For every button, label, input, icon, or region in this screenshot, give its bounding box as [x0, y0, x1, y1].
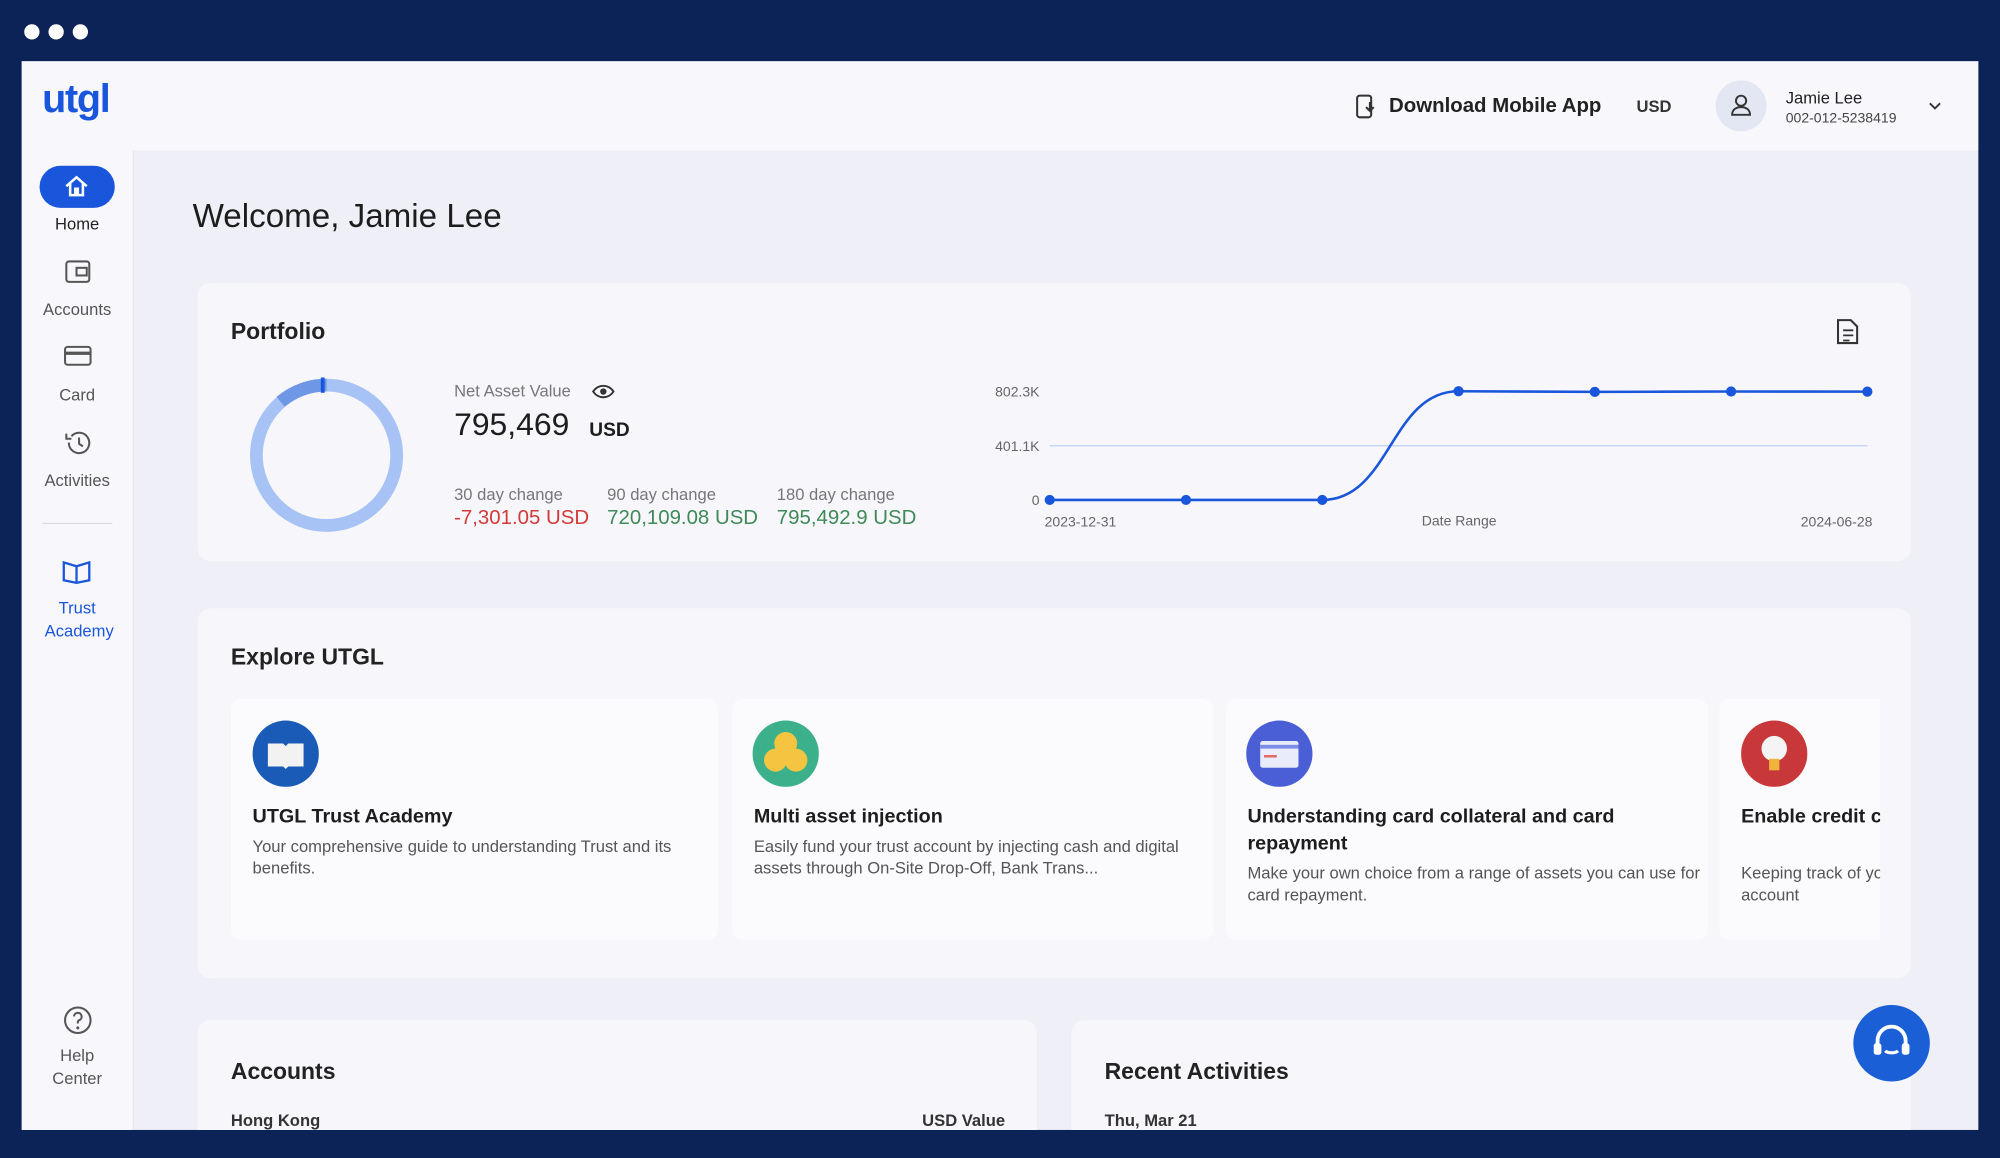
download-icon: [1356, 94, 1375, 119]
nav-chart: Date Range 0 401.1K 802.3K 2023-12-31 2024-0…: [995, 384, 1873, 530]
eye-icon[interactable]: [591, 383, 615, 401]
explore-item[interactable]: Multi asset injection Easily fund your t…: [732, 698, 1214, 940]
portfolio-card: Portfolio Net Asset Value 795,469 USD 30…: [197, 283, 1911, 562]
x-axis-label: Date Range: [1422, 512, 1497, 528]
y-tick-label: 802.3K: [995, 384, 1040, 400]
nav-home[interactable]: Home: [55, 214, 100, 234]
item-desc: Make your own choice from a range of ass…: [1247, 863, 1700, 905]
portfolio-title: Portfolio: [230, 318, 326, 345]
welcome: Welcome, Jamie Lee: [192, 196, 502, 235]
point: [1044, 494, 1055, 506]
currency[interactable]: USD: [1636, 96, 1672, 117]
accounts-icon: [65, 260, 91, 283]
window-dot: [24, 24, 40, 40]
help-center[interactable]: Help Center: [52, 1045, 103, 1088]
item-desc: Easily fund your trust account by inject…: [753, 836, 1179, 878]
divider: [42, 522, 113, 525]
home-icon: [65, 175, 88, 197]
item-title: Understanding card collateral and card r…: [1247, 806, 1615, 855]
change-label: 30 day change: [454, 484, 563, 504]
explore-item[interactable]: UTGL Trust Academy Your comprehensive gu…: [230, 698, 719, 940]
accounts-title: Accounts: [230, 1058, 336, 1085]
activity-date: Thu, Mar 21: [1104, 1110, 1197, 1130]
download-app[interactable]: Download Mobile App: [1389, 95, 1602, 118]
window-dot: [72, 24, 89, 40]
nav-trust-academy[interactable]: Trust Academy: [44, 598, 114, 641]
academy-icon: [62, 560, 91, 584]
app-window: utgl Download Mobile App USD Jamie Lee 0…: [21, 61, 1979, 1130]
change-value: 795,492.9 USD: [776, 507, 917, 530]
user-id: 002-012-5238419: [1785, 110, 1897, 127]
item-icon: [1741, 720, 1808, 787]
nav-value: 795,469: [454, 406, 570, 443]
item-icon: [752, 720, 819, 787]
item-title: UTGL Trust Academy: [252, 806, 453, 828]
home-pill[interactable]: [39, 165, 115, 208]
explore-title: Explore UTGL: [230, 644, 384, 670]
accounts-card: Accounts Hong Kong USD Value: [197, 1020, 1037, 1130]
logo[interactable]: utgl: [42, 76, 111, 122]
change-label: 90 day change: [607, 484, 716, 504]
nav-unit: USD: [589, 419, 630, 442]
item-icon: [1246, 720, 1313, 787]
y-tick-label: 401.1K: [995, 438, 1040, 454]
point: [1589, 386, 1600, 398]
nav-accounts[interactable]: Accounts: [43, 299, 112, 319]
recent-title: Recent Activities: [1104, 1058, 1289, 1085]
explore-item[interactable]: Enable credit card security Keeping trac…: [1719, 698, 1881, 940]
explore-carousel: UTGL Trust Academy Your comprehensive gu…: [230, 698, 1881, 940]
region: Hong Kong: [230, 1110, 321, 1130]
avatar-icon: [1731, 94, 1751, 116]
activities-icon: [65, 431, 91, 455]
explore-item[interactable]: Understanding card collateral and card r…: [1225, 698, 1708, 940]
change-value: 720,109.08 USD: [607, 507, 759, 530]
nav-label: Net Asset Value: [454, 381, 571, 401]
user-name: Jamie Lee: [1785, 87, 1863, 108]
recent-card: Recent Activities Thu, Mar 21: [1071, 1020, 1911, 1130]
item-title: Enable credit card security: [1741, 806, 1880, 828]
window-dot: [48, 24, 64, 40]
nav-card[interactable]: Card: [59, 385, 96, 405]
item-desc: Keeping track of your card activities he…: [1741, 863, 1880, 905]
report-icon[interactable]: [1833, 318, 1861, 346]
allocation-donut: [249, 377, 404, 532]
point: [1862, 386, 1873, 397]
item-icon: [252, 720, 319, 787]
change-value: -7,301.05 USD: [454, 507, 590, 530]
point: [1180, 494, 1192, 506]
change-label: 180 day change: [776, 484, 895, 504]
sidebar: Home Accounts Card Activities Trust Acad…: [21, 150, 134, 1130]
point: [1317, 494, 1328, 506]
header: utgl Download Mobile App USD Jamie Lee 0…: [21, 61, 1979, 151]
nav-activities[interactable]: Activities: [44, 470, 110, 490]
item-desc: Your comprehensive guide to understandin…: [252, 836, 672, 878]
card-icon: [64, 345, 92, 366]
x-tick-label: 2024-06-28: [1801, 514, 1873, 530]
column-header: USD Value: [922, 1110, 1006, 1130]
support-button[interactable]: [1853, 1004, 1930, 1082]
support-icon: [1873, 1024, 1910, 1055]
point: [1725, 386, 1737, 397]
explore-card: Explore UTGL UTGL Trust Academy Your com…: [197, 608, 1911, 979]
dropdown-caret[interactable]: [1927, 101, 1942, 111]
point: [1453, 386, 1464, 397]
help-icon: [64, 1006, 92, 1035]
y-tick-label: 0: [1032, 492, 1040, 508]
x-tick-label: 2023-12-31: [1045, 514, 1117, 530]
item-title: Multi asset injection: [753, 806, 943, 828]
